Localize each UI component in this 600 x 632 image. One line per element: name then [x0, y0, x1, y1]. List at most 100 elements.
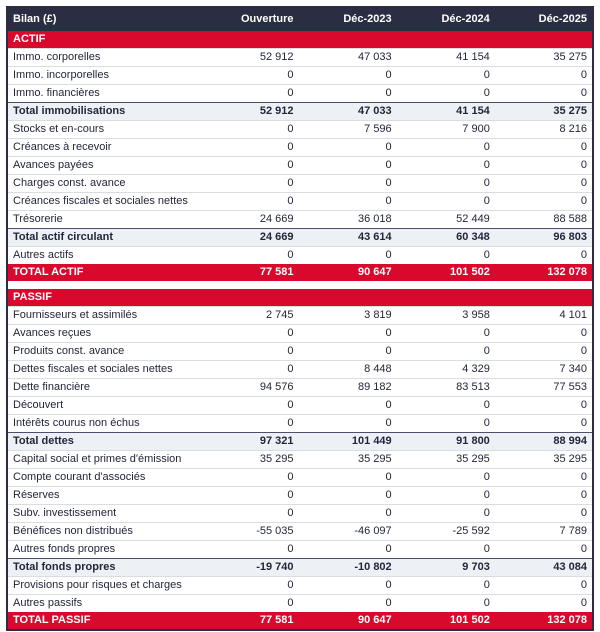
column-header-dec-2023: Déc-2023 [298, 7, 397, 31]
cell-value: 0 [298, 594, 397, 612]
cell-value: 0 [298, 174, 397, 193]
row-label: Trésorerie [7, 210, 201, 229]
cell-value: 3 819 [298, 306, 397, 325]
subtotal-row: Total actif circulant 24 669 43 614 60 348 9… [7, 228, 593, 247]
column-header-ouverture: Ouverture [200, 7, 299, 31]
cell-value: 0 [494, 246, 593, 264]
data-row: Immo. financières 0 0 0 0 [7, 84, 593, 103]
data-row: Créances à recevoir 0 0 0 0 [7, 138, 593, 157]
row-label: Compte courant d'associés [7, 468, 201, 487]
cell-value: 0 [298, 66, 397, 85]
grand-total-value: 132 078 [494, 612, 593, 630]
grand-total-value: 77 581 [200, 264, 299, 281]
cell-value: 0 [200, 468, 299, 487]
cell-value: 0 [494, 84, 593, 103]
cell-value: 96 803 [494, 228, 593, 247]
cell-value: 0 [200, 120, 299, 139]
cell-value: 0 [494, 66, 593, 85]
cell-value: 89 182 [298, 378, 397, 397]
row-label: Immo. corporelles [7, 48, 201, 67]
cell-value: 4 101 [494, 306, 593, 325]
data-row: Produits const. avance 0 0 0 0 [7, 342, 593, 361]
section-header-row: PASSIF [7, 289, 593, 307]
data-row: Autres actifs 0 0 0 0 [7, 246, 593, 264]
grand-total-value: 77 581 [200, 612, 299, 630]
row-label: Total dettes [7, 432, 201, 451]
cell-value: 0 [396, 504, 495, 523]
cell-value: 0 [200, 246, 299, 264]
cell-value: 0 [200, 396, 299, 415]
row-label: Total actif circulant [7, 228, 201, 247]
row-label: Dettes fiscales et sociales nettes [7, 360, 201, 379]
cell-value: 0 [494, 396, 593, 415]
row-label: Total fonds propres [7, 558, 201, 577]
data-row: Bénéfices non distribués -55 035 -46 097 -2… [7, 522, 593, 541]
cell-value: 41 154 [396, 102, 495, 121]
cell-value: 52 449 [396, 210, 495, 229]
cell-value: 0 [396, 342, 495, 361]
cell-value: 0 [298, 138, 397, 157]
cell-value: 88 994 [494, 432, 593, 451]
cell-value: 60 348 [396, 228, 495, 247]
row-label: Fournisseurs et assimilés [7, 306, 201, 325]
cell-value: 0 [200, 414, 299, 433]
cell-value: 101 449 [298, 432, 397, 451]
cell-value: 0 [200, 360, 299, 379]
cell-value: 0 [396, 594, 495, 612]
row-label: Subv. investissement [7, 504, 201, 523]
cell-value: 0 [200, 504, 299, 523]
grand-total-value: 101 502 [396, 264, 495, 281]
data-row: Intérêts courus non échus 0 0 0 0 [7, 414, 593, 433]
row-label: Autres passifs [7, 594, 201, 612]
cell-value: 0 [200, 192, 299, 211]
cell-value: 7 900 [396, 120, 495, 139]
row-label: Découvert [7, 396, 201, 415]
data-row: Provisions pour risques et charges 0 0 0 0 [7, 576, 593, 595]
cell-value: 0 [200, 576, 299, 595]
cell-value: 88 588 [494, 210, 593, 229]
cell-value: 0 [494, 192, 593, 211]
cell-value: 8 216 [494, 120, 593, 139]
data-row: Autres passifs 0 0 0 0 [7, 594, 593, 612]
data-row: Avances reçues 0 0 0 0 [7, 324, 593, 343]
cell-value: 0 [494, 138, 593, 157]
cell-value: 0 [298, 324, 397, 343]
grand-total-value: 101 502 [396, 612, 495, 630]
cell-value: 43 084 [494, 558, 593, 577]
row-label: Stocks et en-cours [7, 120, 201, 139]
cell-value: 0 [396, 192, 495, 211]
data-row: Avances payées 0 0 0 0 [7, 156, 593, 175]
cell-value: 35 295 [494, 450, 593, 469]
cell-value: 77 553 [494, 378, 593, 397]
row-label: Produits const. avance [7, 342, 201, 361]
column-header-label: Bilan (£) [7, 7, 201, 31]
cell-value: 0 [200, 594, 299, 612]
cell-value: 52 912 [200, 102, 299, 121]
cell-value: 7 596 [298, 120, 397, 139]
section-header-row: ACTIF [7, 31, 593, 49]
cell-value: 0 [494, 576, 593, 595]
cell-value: 97 321 [200, 432, 299, 451]
row-label: Charges const. avance [7, 174, 201, 193]
cell-value: 0 [396, 84, 495, 103]
cell-value: 0 [298, 540, 397, 559]
data-row: Compte courant d'associés 0 0 0 0 [7, 468, 593, 487]
grand-total-row: TOTAL PASSIF 77 581 90 647 101 502 132 078 [7, 612, 593, 630]
cell-value: 0 [298, 468, 397, 487]
cell-value: 24 669 [200, 228, 299, 247]
subtotal-row: Total fonds propres -19 740 -10 802 9 703 43… [7, 558, 593, 577]
cell-value: 2 745 [200, 306, 299, 325]
cell-value: 0 [298, 342, 397, 361]
cell-value: 41 154 [396, 48, 495, 67]
data-row: Créances fiscales et sociales nettes 0 0 0 0 [7, 192, 593, 211]
grand-total-row: TOTAL ACTIF 77 581 90 647 101 502 132 078 [7, 264, 593, 281]
cell-value: 0 [494, 342, 593, 361]
column-header-dec-2024: Déc-2024 [396, 7, 495, 31]
cell-value: 0 [200, 324, 299, 343]
cell-value: 0 [298, 486, 397, 505]
cell-value: 0 [200, 138, 299, 157]
data-row: Trésorerie 24 669 36 018 52 449 88 588 [7, 210, 593, 229]
cell-value: 0 [200, 174, 299, 193]
cell-value: 7 789 [494, 522, 593, 541]
